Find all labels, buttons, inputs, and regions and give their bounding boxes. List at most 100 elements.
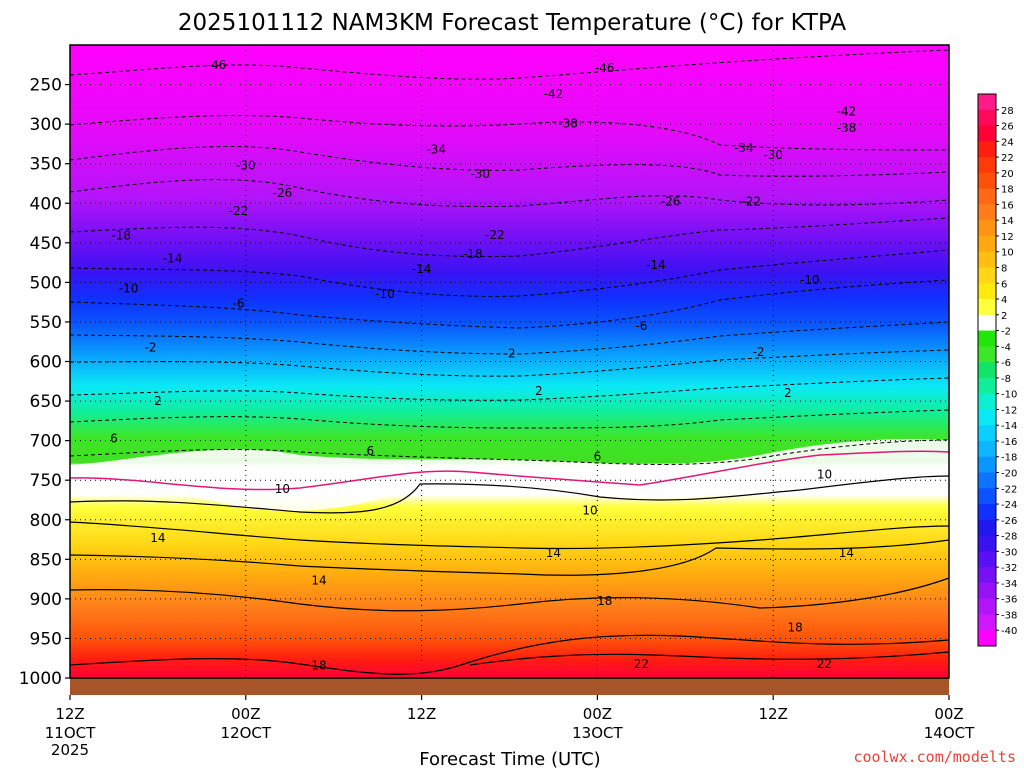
contour-label: -14 <box>163 252 183 266</box>
y-tick-label: 800 <box>30 511 62 531</box>
colorbar-swatch <box>978 425 996 442</box>
x-tick-label-time: 00Z <box>583 705 612 723</box>
colorbar-swatch <box>978 551 996 568</box>
contour-label: -38 <box>837 121 857 135</box>
colorbar-swatch <box>978 362 996 379</box>
colorbar-label: -16 <box>1001 437 1017 448</box>
colorbar-label: -10 <box>1001 390 1017 401</box>
y-tick-label: 650 <box>30 392 62 412</box>
colorbar-swatch <box>978 488 996 505</box>
contour-label: -34 <box>734 141 754 155</box>
contour-label: 14 <box>839 546 854 560</box>
contour-label: -2 <box>753 345 765 359</box>
contour-label: 18 <box>597 594 612 608</box>
colorbar-label: 12 <box>1001 232 1014 243</box>
contour-label: 10 <box>275 482 290 496</box>
colorbar-label: -20 <box>1001 469 1017 480</box>
colorbar-swatch <box>978 472 996 489</box>
colorbar-label: 20 <box>1001 169 1014 180</box>
contour-label: -30 <box>470 167 490 181</box>
contour-label: -22 <box>485 228 505 242</box>
y-tick-label: 450 <box>30 234 62 254</box>
x-axis-label: Forecast Time (UTC) <box>419 749 600 768</box>
y-axis: 250 300 350 400 450 500 550 600 650 700 750 800 850 9… <box>19 76 70 689</box>
colorbar: 28 26 24 22 20 18 16 14 12 10 8 6 4 2 -2 -4 -6 -8 -10 -12 -1… <box>977 93 1017 647</box>
colorbar-label: -34 <box>1001 579 1017 590</box>
colorbar-swatch <box>978 141 996 158</box>
contour-label: 22 <box>634 657 649 671</box>
colorbar-label: -12 <box>1001 405 1017 416</box>
contour-label: -10 <box>800 273 820 287</box>
colorbar-swatch <box>978 630 996 647</box>
x-tick-label-year: 2025 <box>51 741 89 759</box>
colorbar-swatch <box>978 330 996 347</box>
positive-contours <box>69 475 950 675</box>
contour-label: 18 <box>788 620 803 634</box>
contour-label: -22 <box>741 195 761 209</box>
time-gridlines <box>245 45 774 678</box>
contour-label: 18 <box>311 658 326 672</box>
x-tick-label-time: 12Z <box>759 705 788 723</box>
colorbar-label: 4 <box>1001 295 1007 306</box>
colorbar-label: -40 <box>1001 626 1017 637</box>
y-tick-label: 750 <box>30 471 62 491</box>
contour-label: -30 <box>763 148 783 162</box>
contour-label: 10 <box>582 503 597 517</box>
y-tick-label: 350 <box>30 155 62 175</box>
watermark: coolwx.com/modelts <box>853 748 1016 766</box>
contour-label: -14 <box>646 258 666 272</box>
x-tick-label-date: 11OCT <box>45 724 96 742</box>
colorbar-label: -36 <box>1001 595 1017 606</box>
colorbar-swatch <box>978 125 996 142</box>
y-tick-label: 950 <box>30 629 62 649</box>
colorbar-label: -38 <box>1001 610 1017 621</box>
colorbar-label: -28 <box>1001 532 1017 543</box>
y-tick-label: 300 <box>30 115 62 135</box>
contour-label: -2 <box>145 340 157 354</box>
colorbar-label: 2 <box>1001 311 1007 322</box>
contour-label: 6 <box>110 431 118 445</box>
x-tick-label-time: 00Z <box>934 705 963 723</box>
y-tick-label: 600 <box>30 353 62 373</box>
contour-label: 14 <box>150 531 165 545</box>
colorbar-frame <box>977 93 997 647</box>
temperature-field <box>70 45 949 678</box>
negative-contour-labels: -46 -46 -42 -42 -38 -38 -34 -34 -30 -30 -30 -26 -26 -… <box>111 58 857 361</box>
contour-label: 6 <box>594 449 602 463</box>
contour-label: -46 <box>595 61 615 75</box>
plot-area: -46 -46-42-42-38 -38-34 -34-30-30-30-26-26-… <box>69 44 950 695</box>
y-tick-label: 850 <box>30 550 62 570</box>
colorbar-label: 26 <box>1001 122 1014 133</box>
contour-label: -6 <box>232 297 244 311</box>
colorbar-label: -26 <box>1001 516 1017 527</box>
contour-label: -14 <box>412 262 432 276</box>
contour-label: -18 <box>463 247 483 261</box>
contour-label: -30 <box>236 158 256 172</box>
x-tick-label-date: 12OCT <box>221 724 272 742</box>
colorbar-swatch <box>978 157 996 174</box>
y-tick-label: 550 <box>30 313 62 333</box>
colorbar-swatch <box>978 440 996 458</box>
colorbar-swatch <box>978 567 996 584</box>
y-tick-label: 250 <box>30 76 62 96</box>
colorbar-swatch <box>978 267 996 284</box>
contour-label: 14 <box>311 574 326 588</box>
x-tick-label-time: 00Z <box>231 705 260 723</box>
y-tick-label: 500 <box>30 273 62 293</box>
contour-label: -26 <box>661 195 681 209</box>
contour-label: -34 <box>426 142 446 156</box>
colorbar-label: 8 <box>1001 263 1007 274</box>
chart-title: 2025101112 NAM3KM Forecast Temperature (… <box>178 10 846 36</box>
y-tick-label: 700 <box>30 432 62 452</box>
freezing-line <box>69 450 950 491</box>
colorbar-label: 18 <box>1001 185 1014 196</box>
contour-label: 22 <box>817 657 832 671</box>
colorbar-swatch <box>978 614 996 631</box>
colorbar-label: 22 <box>1001 153 1014 164</box>
y-tick-label: 900 <box>30 590 62 610</box>
colorbar-label: 14 <box>1001 216 1014 227</box>
colorbar-label: 16 <box>1001 200 1014 211</box>
colorbar-swatch <box>978 504 996 521</box>
